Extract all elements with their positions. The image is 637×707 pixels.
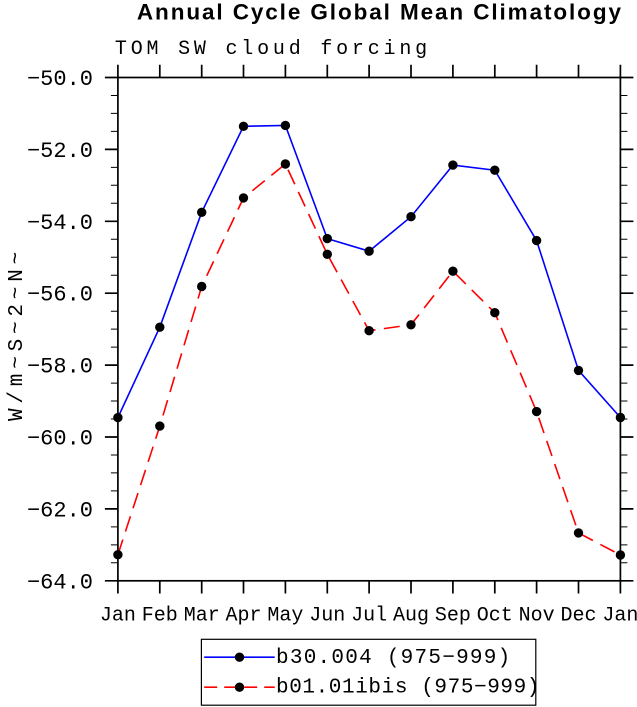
svg-text:Oct: Oct [477,604,513,627]
svg-text:−58.0: −58.0 [27,355,93,380]
svg-text:b30.004 (975−999): b30.004 (975−999) [276,647,512,670]
svg-text:b01.01ibis (975−999): b01.01ibis (975−999) [276,677,540,700]
svg-text:Feb: Feb [142,604,178,627]
svg-text:−54.0: −54.0 [27,211,93,236]
svg-text:Sep: Sep [435,604,471,627]
svg-text:Jul: Jul [351,604,387,627]
svg-text:−52.0: −52.0 [27,139,93,164]
svg-text:May: May [267,604,303,627]
svg-text:TOM SW cloud forcing: TOM SW cloud forcing [115,38,431,61]
svg-text:Apr: Apr [225,604,261,627]
svg-text:−60.0: −60.0 [27,427,93,452]
svg-text:Annual Cycle Global Mean Clima: Annual Cycle Global Mean Climatology [137,0,623,25]
svg-text:−56.0: −56.0 [27,283,93,308]
svg-text:−64.0: −64.0 [27,570,93,595]
svg-text:Nov: Nov [519,604,555,627]
svg-text:−62.0: −62.0 [27,498,93,523]
svg-text:W/m~S~2~N~: W/m~S~2~N~ [6,247,29,421]
svg-text:−50.0: −50.0 [27,67,93,92]
svg-text:Jan: Jan [602,604,637,627]
svg-text:Aug: Aug [393,604,429,627]
svg-text:Dec: Dec [560,604,596,627]
svg-text:Jan: Jan [100,604,136,627]
svg-text:Mar: Mar [184,604,220,627]
svg-text:Jun: Jun [309,604,345,627]
